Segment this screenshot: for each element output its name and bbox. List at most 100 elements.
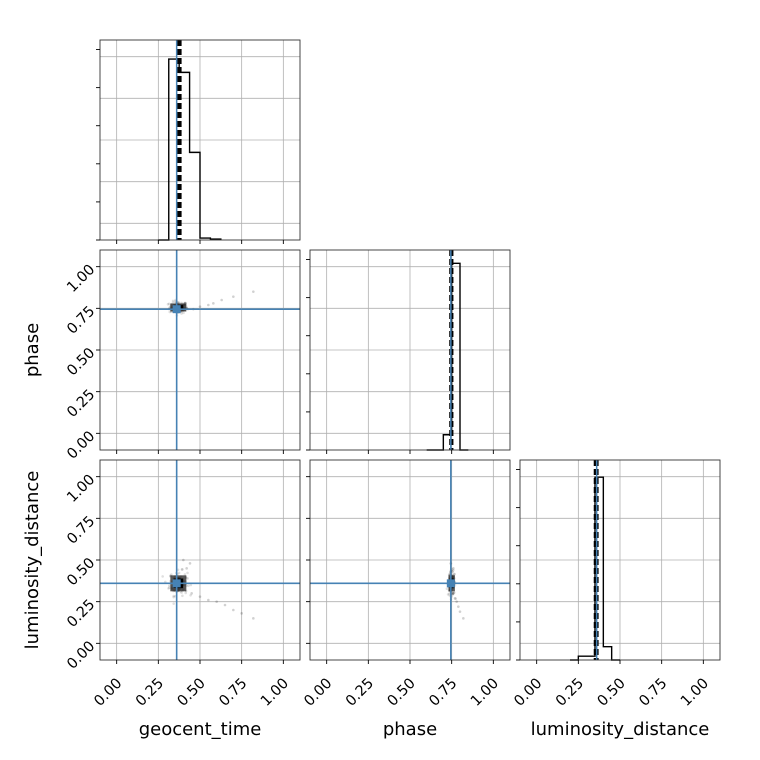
scatter-panel-phase-luminosity_distance: 0.00 0.25 0.50 0.75 1.00 [301, 459, 511, 710]
sample-point [451, 570, 455, 573]
sample-point [172, 602, 176, 605]
sample-point [189, 593, 192, 597]
sample-point [167, 302, 171, 306]
y-tick-label: 0.25 [64, 387, 98, 421]
sample-point [166, 302, 170, 306]
y-tick-label: 0.00 [64, 638, 98, 672]
x-axis-label-luminosity_distance: luminosity_distance [531, 719, 710, 740]
sample-point [188, 562, 192, 565]
sample-point [180, 591, 183, 594]
sample-point [181, 594, 184, 598]
sample-point [232, 295, 235, 298]
sample-point [452, 572, 456, 576]
x-tick-label: 0.25 [343, 676, 377, 710]
sample-point [455, 600, 458, 603]
sample-point [190, 592, 193, 595]
sample-point [458, 610, 462, 613]
sample-point [462, 617, 465, 620]
sample-point [207, 303, 210, 307]
sample-point [457, 605, 460, 608]
truth-marker [172, 579, 181, 588]
x-tick-label: 0.25 [553, 676, 587, 710]
sample-point [447, 592, 451, 596]
sample-point [252, 617, 255, 620]
sample-point [198, 305, 202, 308]
sample-point [171, 299, 175, 303]
sample-point [452, 592, 455, 595]
sample-point [453, 597, 457, 600]
sample-point [452, 592, 455, 595]
y-tick-label: 1.00 [64, 262, 98, 296]
sample-point [172, 594, 176, 598]
x-tick-label: 0.75 [216, 676, 250, 710]
sample-point [186, 577, 190, 580]
x-tick-label: 0.75 [636, 676, 670, 710]
x-tick-label: 0.25 [133, 676, 167, 710]
x-tick-label: 0.75 [426, 676, 460, 710]
sample-point [452, 568, 455, 572]
histogram-step-phase [426, 262, 469, 451]
sample-point [167, 587, 170, 590]
sample-point [189, 583, 193, 587]
x-tick-label: 0.50 [385, 676, 419, 710]
sample-point [180, 312, 183, 315]
sample-point [185, 567, 188, 570]
sample-point [445, 587, 449, 591]
histogram-step-geocent_time [158, 58, 222, 241]
sample-point [240, 612, 243, 615]
x-tick-label: 1.00 [678, 676, 712, 710]
sample-point [207, 598, 210, 602]
y-tick-label: 0.75 [64, 303, 98, 337]
sample-point [187, 584, 190, 587]
sample-point [223, 603, 227, 607]
sample-point [232, 608, 235, 612]
x-axis-label-phase: phase [383, 719, 437, 740]
x-tick-label: 1.00 [468, 676, 502, 710]
sample-point [446, 593, 450, 596]
sample-point [184, 591, 188, 595]
truth-marker [172, 305, 181, 314]
sample-point [451, 593, 454, 596]
x-tick-label: 0.00 [511, 676, 545, 710]
y-tick-label: 1.00 [64, 472, 98, 506]
y-tick-label: 0.00 [64, 428, 98, 462]
x-axis-label-geocent_time: geocent_time [139, 719, 262, 740]
y-tick-label: 0.75 [64, 513, 98, 547]
y-axis-label-luminosity_distance: luminosity_distance [22, 471, 43, 650]
x-tick-label: 0.50 [175, 676, 209, 710]
y-tick-label: 0.25 [64, 597, 98, 631]
y-tick-label: 0.50 [64, 555, 98, 589]
sample-point [182, 558, 185, 562]
sample-point [454, 597, 458, 600]
sample-point [177, 301, 181, 304]
sample-point [181, 568, 184, 571]
sample-point [452, 567, 455, 570]
truth-marker [446, 579, 455, 588]
scatter-panel-geocent_time-phase: 0.00 0.25 0.50 0.75 1.00 [64, 249, 301, 463]
sample-point [167, 586, 171, 589]
sample-point [168, 584, 171, 587]
sample-point [451, 592, 455, 596]
sample-point [447, 573, 451, 576]
sample-point [161, 575, 164, 578]
sample-point [453, 572, 456, 576]
sample-point [170, 573, 173, 576]
sample-point [252, 290, 255, 293]
histogram-step-luminosity_distance [570, 476, 620, 661]
sample-point [182, 311, 185, 315]
x-tick-label: 1.00 [258, 676, 292, 710]
x-tick-label: 0.50 [595, 676, 629, 710]
y-tick-label: 0.50 [64, 345, 98, 379]
sample-point [198, 595, 202, 598]
y-axis-label-phase: phase [22, 323, 43, 377]
sample-point [173, 300, 177, 303]
sample-point [453, 591, 456, 594]
hist-panel-luminosity_distance: 0.00 0.25 0.50 0.75 1.00 [511, 459, 721, 710]
scatter-panel-geocent_time-luminosity_distance: 0.00 0.25 0.50 0.75 1.000.000.250.500.751.00 [64, 459, 301, 710]
sample-point [186, 571, 189, 575]
sample-point [183, 573, 187, 576]
sample-point [177, 571, 181, 575]
sample-point [180, 568, 184, 571]
x-tick-label: 0.00 [91, 676, 125, 710]
